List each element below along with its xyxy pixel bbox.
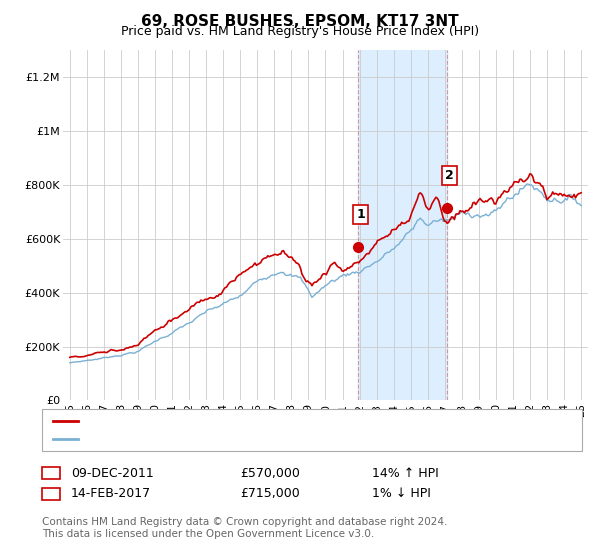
Text: 2: 2 [445, 169, 454, 182]
Text: 09-DEC-2011: 09-DEC-2011 [71, 466, 154, 480]
Text: HPI: Average price, detached house, Reigate and Banstead: HPI: Average price, detached house, Reig… [82, 432, 430, 446]
Text: 14% ↑ HPI: 14% ↑ HPI [372, 466, 439, 480]
Text: £715,000: £715,000 [240, 487, 300, 501]
Text: Contains HM Land Registry data © Crown copyright and database right 2024.
This d: Contains HM Land Registry data © Crown c… [42, 517, 448, 539]
Text: 2: 2 [47, 487, 55, 501]
Bar [358, 50, 447, 400]
Text: 14-FEB-2017: 14-FEB-2017 [71, 487, 151, 501]
Text: Price paid vs. HM Land Registry's House Price Index (HPI): Price paid vs. HM Land Registry's House … [121, 25, 479, 38]
Text: 1: 1 [356, 208, 365, 221]
Text: £570,000: £570,000 [240, 466, 300, 480]
Text: 1% ↓ HPI: 1% ↓ HPI [372, 487, 431, 501]
Text: 1: 1 [47, 466, 55, 480]
Text: 69, ROSE BUSHES, EPSOM, KT17 3NT (detached house): 69, ROSE BUSHES, EPSOM, KT17 3NT (detach… [82, 414, 407, 427]
Text: 69, ROSE BUSHES, EPSOM, KT17 3NT: 69, ROSE BUSHES, EPSOM, KT17 3NT [141, 14, 459, 29]
